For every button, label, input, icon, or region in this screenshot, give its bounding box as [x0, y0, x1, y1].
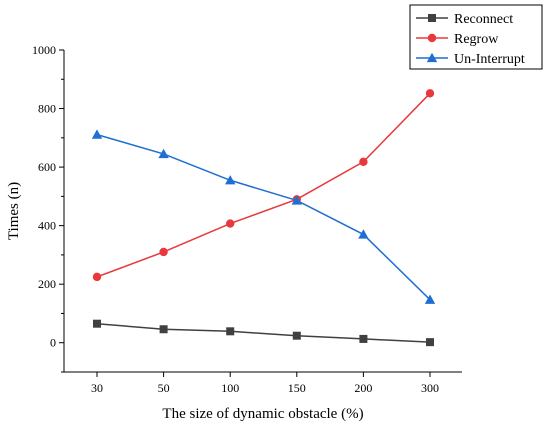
data-point	[226, 219, 235, 228]
x-tick-label: 100	[221, 381, 239, 395]
data-point	[91, 129, 103, 139]
legend-label: Regrow	[454, 32, 499, 47]
legend-marker	[426, 52, 438, 63]
x-tick-label: 150	[288, 381, 306, 395]
data-point	[359, 334, 368, 343]
series-layer	[91, 89, 436, 347]
data-point	[424, 294, 436, 304]
data-point	[159, 325, 168, 334]
x-tick-label: 300	[421, 381, 439, 395]
y-tick-label: 400	[38, 219, 56, 233]
data-point	[291, 195, 302, 205]
y-tick-label: 1000	[32, 43, 56, 57]
data-point	[292, 331, 301, 340]
y-tick-label: 600	[38, 160, 56, 174]
series-regrow	[92, 89, 435, 282]
y-tick-label: 200	[38, 277, 56, 291]
legend: Reconnect Regrow Un-Interrupt	[409, 4, 543, 70]
data-point	[158, 148, 169, 159]
series-line	[96, 133, 431, 301]
x-ticks: 30 50 100 150 200 300	[91, 372, 439, 395]
data-point	[226, 327, 235, 336]
data-point	[358, 229, 369, 239]
series-reconnect	[93, 319, 434, 347]
data-point	[426, 338, 434, 347]
y-ticks: 0 200 400 600 800 1000	[32, 43, 64, 373]
legend-label: Un-Interrupt	[454, 52, 525, 67]
data-point	[359, 157, 368, 167]
y-tick-label: 0	[50, 336, 56, 350]
data-point	[159, 247, 168, 257]
data-point	[93, 319, 101, 328]
x-axis-title: The size of dynamic obstacle (%)	[162, 406, 363, 422]
series-un-interrupt	[91, 129, 436, 304]
legend-label: Reconnect	[454, 12, 513, 27]
legend-marker	[428, 14, 436, 22]
legend-marker	[427, 33, 437, 43]
x-tick-label: 30	[91, 381, 103, 395]
x-tick-label: 200	[354, 381, 372, 395]
x-tick-label: 50	[158, 381, 170, 395]
series-line	[96, 322, 431, 343]
data-point	[225, 175, 236, 185]
axes	[63, 50, 462, 373]
y-tick-label: 800	[38, 102, 56, 116]
y-axis-title: Times (n)	[6, 182, 22, 240]
series-line	[96, 92, 431, 278]
data-point	[425, 89, 435, 98]
data-point	[92, 272, 102, 282]
